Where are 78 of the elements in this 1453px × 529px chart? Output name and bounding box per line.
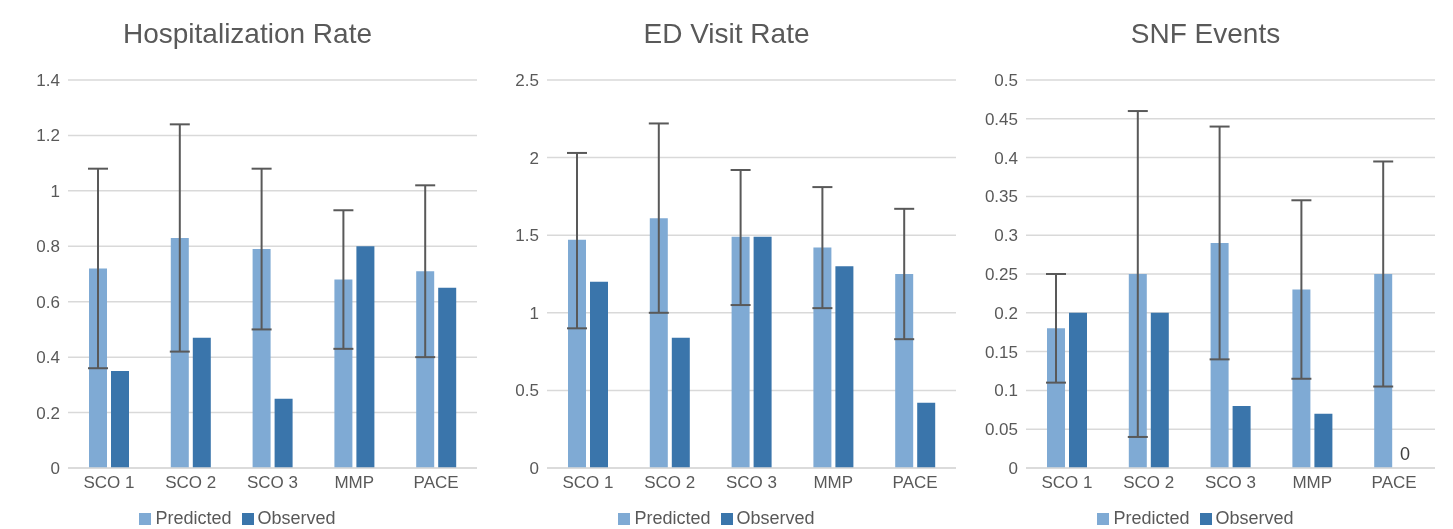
y-tick-label: 1 <box>50 181 60 201</box>
x-tick-label: SCO 1 <box>562 473 614 493</box>
bar <box>731 236 750 468</box>
bar <box>649 218 668 468</box>
y-tick-label: 2 <box>529 148 539 168</box>
bar <box>835 266 854 468</box>
x-tick-label: MMP <box>813 473 854 493</box>
bar <box>356 246 375 468</box>
y-tick-label: 0 <box>1008 459 1018 479</box>
y-tick-label: 0.5 <box>994 71 1018 91</box>
x-tick-label: PACE <box>892 473 938 493</box>
bar <box>252 249 271 468</box>
y-tick-label: 0.05 <box>984 420 1018 440</box>
legend-label: Predicted <box>1113 508 1190 528</box>
y-tick-label: 0.8 <box>36 237 60 257</box>
y-tick-label: 0.25 <box>984 265 1018 285</box>
bar <box>1069 312 1087 468</box>
y-tick-label: 0.1 <box>994 381 1018 401</box>
x-tick-label: MMP <box>1292 473 1333 493</box>
y-tick-label: 0.4 <box>36 348 60 368</box>
y-tick-label: 1 <box>529 303 539 323</box>
bar <box>416 271 435 468</box>
chart-title: Hospitalization Rate <box>122 17 373 51</box>
bar <box>1292 289 1311 468</box>
bar <box>813 247 832 468</box>
y-tick-label: 0.2 <box>36 403 60 423</box>
y-tick-label: 0 <box>529 459 539 479</box>
bar <box>753 236 772 468</box>
bar <box>89 268 107 468</box>
bar <box>895 274 914 468</box>
bar <box>1047 328 1065 468</box>
x-tick-label: SCO 2 <box>1123 473 1175 493</box>
bar <box>192 337 211 468</box>
x-tick-label: SCO 3 <box>725 473 778 493</box>
x-tick-label: MMP <box>334 473 375 493</box>
legend-label: Predicted <box>155 508 232 528</box>
x-tick-label: SCO 3 <box>1204 473 1257 493</box>
y-tick-label: 0.2 <box>994 303 1018 323</box>
bar <box>590 281 608 468</box>
bar <box>917 402 936 468</box>
chart-title: ED Visit Rate <box>642 17 811 51</box>
bar <box>1150 312 1169 468</box>
chart-title: SNF Events <box>1129 17 1282 51</box>
y-tick-label: 1.4 <box>36 71 60 91</box>
bar <box>568 239 586 468</box>
bar <box>671 337 690 468</box>
y-tick-label: 0.45 <box>984 109 1018 129</box>
y-tick-label: 0.3 <box>994 226 1018 246</box>
y-tick-label: 0.6 <box>36 292 60 312</box>
y-tick-label: 0.35 <box>984 187 1018 207</box>
legend-label: Predicted <box>634 508 711 528</box>
x-tick-label: SCO 3 <box>246 473 299 493</box>
y-tick-label: 0.15 <box>984 342 1018 362</box>
bar <box>274 398 293 468</box>
y-tick-label: 0 <box>50 459 60 479</box>
x-tick-label: SCO 2 <box>644 473 696 493</box>
legend-label: Observed <box>736 508 815 528</box>
y-tick-label: 0.5 <box>515 381 539 401</box>
bar <box>1210 242 1229 468</box>
x-tick-label: SCO 2 <box>165 473 217 493</box>
legend-label: Observed <box>257 508 336 528</box>
bar <box>170 237 189 468</box>
bar <box>111 371 129 468</box>
x-tick-label: SCO 1 <box>1041 473 1093 493</box>
x-tick-label: PACE <box>1371 473 1417 493</box>
x-tick-label: PACE <box>413 473 459 493</box>
y-tick-label: 1.5 <box>515 226 539 246</box>
x-tick-label: SCO 1 <box>83 473 135 493</box>
bar <box>1314 413 1333 468</box>
bar <box>1374 274 1393 468</box>
y-tick-label: 1.2 <box>36 126 60 146</box>
bar <box>438 287 457 468</box>
y-tick-label: 2.5 <box>515 71 539 91</box>
y-tick-label: 0.4 <box>994 148 1018 168</box>
bar <box>334 279 353 468</box>
legend-label: Observed <box>1215 508 1294 528</box>
bar <box>1232 405 1251 468</box>
data-label: 0 <box>1400 444 1411 464</box>
